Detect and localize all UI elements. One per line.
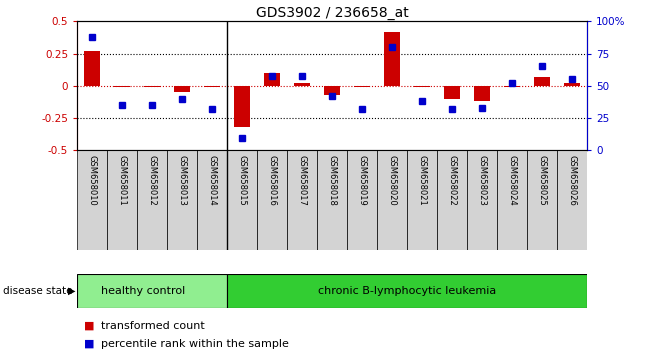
Bar [77, 150, 107, 250]
Title: GDS3902 / 236658_at: GDS3902 / 236658_at [256, 6, 409, 20]
Bar [257, 150, 287, 250]
Text: GSM658019: GSM658019 [358, 155, 366, 206]
Text: chronic B-lymphocytic leukemia: chronic B-lymphocytic leukemia [318, 286, 497, 296]
Text: healthy control: healthy control [101, 286, 185, 296]
Bar [497, 150, 527, 250]
Bar [527, 150, 557, 250]
Text: GSM658011: GSM658011 [117, 155, 127, 206]
Bar [77, 274, 227, 308]
Text: GSM658015: GSM658015 [238, 155, 247, 206]
Bar [167, 150, 197, 250]
Bar [384, 32, 401, 86]
Bar [504, 86, 521, 87]
Text: ■: ■ [84, 339, 95, 349]
Bar [414, 86, 430, 87]
Text: GSM658014: GSM658014 [207, 155, 217, 206]
Text: ▶: ▶ [68, 286, 76, 296]
Bar [347, 150, 377, 250]
Bar [317, 150, 347, 250]
Text: GSM658022: GSM658022 [448, 155, 457, 206]
Text: GSM658025: GSM658025 [537, 155, 547, 206]
Bar [354, 86, 370, 87]
Text: GSM658021: GSM658021 [417, 155, 427, 206]
Bar [227, 150, 257, 250]
Bar [287, 150, 317, 250]
Bar [564, 83, 580, 86]
Bar [227, 274, 587, 308]
Bar [137, 150, 167, 250]
Text: GSM658018: GSM658018 [327, 155, 337, 206]
Text: GSM658012: GSM658012 [148, 155, 156, 206]
Bar [467, 150, 497, 250]
Bar [234, 86, 250, 127]
Bar [114, 86, 130, 87]
Bar [444, 86, 460, 99]
Text: GSM658017: GSM658017 [298, 155, 307, 206]
Bar [474, 86, 491, 101]
Text: percentile rank within the sample: percentile rank within the sample [101, 339, 289, 349]
Text: transformed count: transformed count [101, 321, 205, 331]
Text: GSM658024: GSM658024 [508, 155, 517, 206]
Bar [197, 150, 227, 250]
Text: disease state: disease state [3, 286, 73, 296]
Text: GSM658016: GSM658016 [268, 155, 276, 206]
Text: GSM658023: GSM658023 [478, 155, 486, 206]
Bar [377, 150, 407, 250]
Bar [144, 86, 160, 87]
Bar [174, 86, 191, 92]
Bar [264, 73, 280, 86]
Text: GSM658010: GSM658010 [88, 155, 97, 206]
Bar [294, 83, 311, 86]
Text: ■: ■ [84, 321, 95, 331]
Bar [107, 150, 137, 250]
Bar [324, 86, 340, 95]
Text: GSM658013: GSM658013 [178, 155, 187, 206]
Bar [437, 150, 467, 250]
Bar [534, 77, 550, 86]
Text: GSM658020: GSM658020 [388, 155, 397, 206]
Bar [407, 150, 437, 250]
Bar [204, 86, 220, 87]
Bar [557, 150, 587, 250]
Text: GSM658026: GSM658026 [568, 155, 576, 206]
Bar [84, 51, 101, 86]
